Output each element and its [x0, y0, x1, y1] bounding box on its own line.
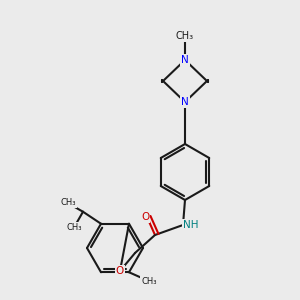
Text: CH₃: CH₃	[176, 31, 194, 41]
Text: O: O	[116, 266, 124, 276]
Text: NH: NH	[183, 220, 199, 230]
Text: N: N	[181, 55, 189, 65]
Text: O: O	[141, 212, 149, 222]
Text: CH₃: CH₃	[66, 223, 82, 232]
Text: CH₃: CH₃	[141, 277, 157, 286]
Text: N: N	[181, 97, 189, 107]
Text: CH₃: CH₃	[60, 198, 76, 207]
